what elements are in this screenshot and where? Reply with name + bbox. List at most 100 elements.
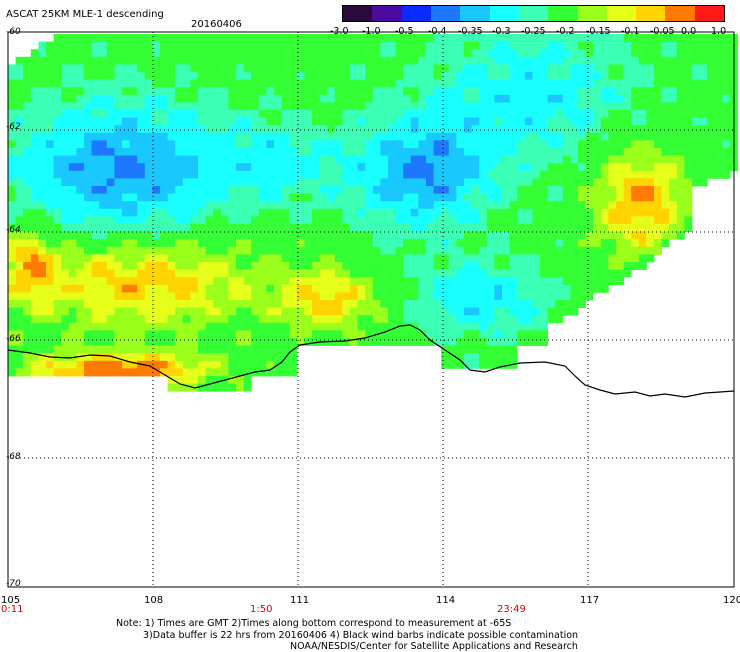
data-cell <box>76 125 85 134</box>
data-cell <box>8 224 16 232</box>
data-cell <box>547 56 556 65</box>
data-cell <box>350 254 358 263</box>
data-cell <box>433 178 442 187</box>
data-cell <box>410 193 419 202</box>
data-cell <box>15 353 24 362</box>
data-cell <box>167 56 176 65</box>
data-cell <box>152 300 161 308</box>
data-cell <box>68 284 77 293</box>
data-cell <box>258 360 267 369</box>
data-cell <box>266 132 275 141</box>
data-cell <box>616 193 624 202</box>
data-cell <box>129 269 138 278</box>
data-cell <box>433 79 442 88</box>
data-cell <box>190 376 199 384</box>
data-cell <box>547 284 556 293</box>
data-cell <box>456 186 465 194</box>
data-cell <box>220 300 229 308</box>
data-cell <box>167 64 176 73</box>
data-cell <box>243 330 252 339</box>
data-cell <box>502 307 510 316</box>
data-cell <box>167 110 176 118</box>
data-cell <box>517 170 526 179</box>
data-cell <box>160 254 168 263</box>
data-cell <box>699 140 708 149</box>
data-cell <box>418 102 427 111</box>
time-label-mid: 1:50 <box>250 604 273 615</box>
data-cell <box>220 163 229 172</box>
data-cell <box>213 376 222 384</box>
data-cell <box>448 277 457 286</box>
data-cell <box>517 224 526 232</box>
data-cell <box>456 110 465 118</box>
data-cell <box>23 269 32 278</box>
data-cell <box>190 262 199 270</box>
data-cell <box>312 178 320 187</box>
data-cell <box>441 178 450 187</box>
data-cell <box>448 64 457 73</box>
data-cell <box>692 94 700 103</box>
data-cell <box>540 94 548 103</box>
data-cell <box>562 170 571 179</box>
data-cell <box>707 125 716 134</box>
data-cell <box>570 231 579 240</box>
data-cell <box>722 117 731 126</box>
data-cell <box>327 300 336 308</box>
data-cell <box>555 64 564 73</box>
data-cell <box>441 140 450 149</box>
data-cell <box>152 239 161 248</box>
data-cell <box>61 87 70 96</box>
data-cell <box>494 64 503 73</box>
data-cell <box>289 102 298 111</box>
data-cell <box>327 125 336 134</box>
data-cell <box>532 72 541 80</box>
data-cell <box>167 148 176 156</box>
data-cell <box>418 330 427 339</box>
data-cell <box>471 94 480 103</box>
data-cell <box>106 262 115 270</box>
data-cell <box>433 315 442 324</box>
data-cell <box>213 239 222 248</box>
data-cell <box>30 193 39 202</box>
data-cell <box>243 117 252 126</box>
data-cell <box>555 155 564 164</box>
data-cell <box>433 102 442 111</box>
data-cell <box>456 94 465 103</box>
data-cell <box>258 193 267 202</box>
data-cell <box>547 231 556 240</box>
data-cell <box>23 110 32 118</box>
data-cell <box>266 345 275 354</box>
data-cell <box>76 254 85 263</box>
data-cell <box>266 224 275 232</box>
data-cell <box>638 49 647 58</box>
data-cell <box>722 155 731 164</box>
data-cell <box>8 193 16 202</box>
data-cell <box>593 284 602 293</box>
data-cell <box>357 72 366 80</box>
data-cell <box>616 148 624 156</box>
data-cell <box>23 338 32 346</box>
data-cell <box>175 193 184 202</box>
data-cell <box>15 224 24 232</box>
data-cell <box>578 239 586 248</box>
data-cell <box>61 72 70 80</box>
data-cell <box>509 345 518 354</box>
data-cell <box>281 330 290 339</box>
data-cell <box>661 239 670 248</box>
lon-label: 111 <box>290 595 310 606</box>
data-cell <box>258 102 267 111</box>
data-cell <box>319 87 328 96</box>
data-cell <box>418 254 427 263</box>
data-cell <box>380 72 389 80</box>
data-cell <box>228 201 237 210</box>
data-cell <box>38 322 47 331</box>
data-cell <box>251 117 260 126</box>
data-cell <box>334 224 343 232</box>
data-cell <box>616 277 624 286</box>
data-cell <box>160 231 168 240</box>
data-cell <box>608 224 617 232</box>
data-cell <box>129 239 138 248</box>
data-cell <box>114 254 123 263</box>
data-cell <box>243 300 252 308</box>
